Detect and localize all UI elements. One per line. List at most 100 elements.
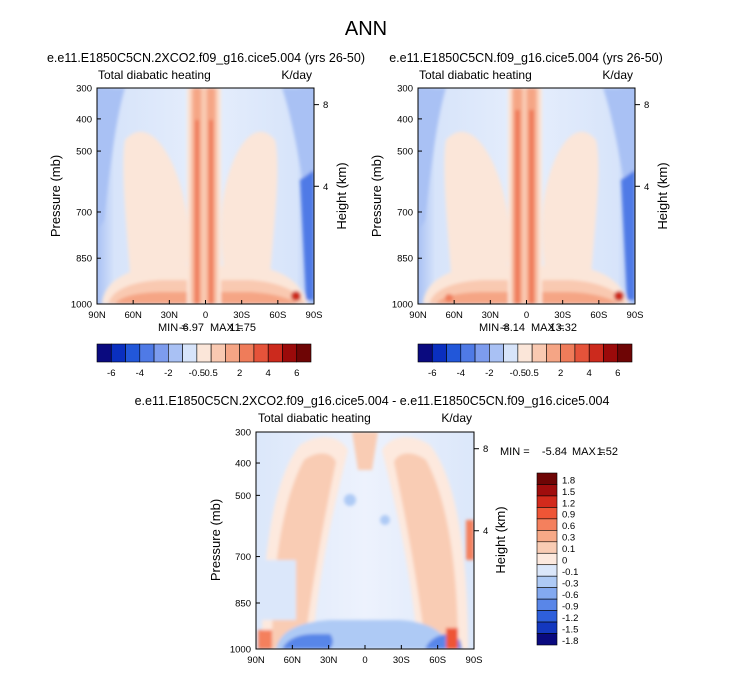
y-tick-label: 1000 [71, 300, 92, 311]
x-tick-label: 60S [429, 655, 446, 666]
min-label: MIN = [158, 322, 188, 334]
x-tick-label: 90S [306, 310, 323, 321]
colorbar-label: 0.3 [562, 533, 575, 544]
y2-axis-title: Height (km) [655, 162, 670, 229]
colorbar-label: 0.9 [562, 510, 575, 521]
colorbar-swatch [536, 541, 558, 554]
units-label: K/day [281, 68, 312, 82]
colorbar-label: 1.8 [562, 475, 575, 486]
colorbar-swatch [536, 518, 558, 531]
x-tick-label: 60N [284, 655, 302, 666]
colorbar-label: 0.6 [562, 521, 575, 532]
colorbar-swatch [588, 343, 604, 363]
y-tick-label: 1000 [230, 645, 251, 656]
colorbar-label: -0.1 [562, 567, 578, 578]
x-tick-label: 90N [247, 655, 265, 666]
min-value: -8.14 [500, 322, 525, 334]
colorbar-label: -6 [428, 368, 436, 379]
colorbar-swatch [96, 343, 112, 363]
y-tick-label: 300 [76, 84, 92, 95]
colorbar-label: -2 [164, 368, 172, 379]
colorbar-swatch [253, 343, 269, 363]
colorbar-swatch [474, 343, 490, 363]
max-label: MAX = [531, 322, 564, 334]
colorbar-vertical: 1.81.51.20.90.60.30.10-0.1-0.3-0.6-0.9-1… [536, 472, 578, 647]
min-value: -6.97 [179, 322, 204, 334]
colorbar-swatch [536, 610, 558, 623]
panel-title: e.e11.E1850C5CN.f09_g16.cice5.004 (yrs 2… [389, 51, 663, 65]
x-tick-label: 60S [269, 310, 286, 321]
x-tick-label: 60N [124, 310, 142, 321]
max-value: 1.52 [597, 446, 618, 458]
colorbar-swatch [503, 343, 519, 363]
max-value: 11.75 [229, 322, 256, 334]
colorbar-label: 0.1 [562, 544, 575, 555]
colorbar-swatch [153, 343, 169, 363]
panel-2xco2: e.e11.E1850C5CN.2XCO2.f09_g16.cice5.004 … [47, 51, 365, 334]
colorbar-swatch [446, 343, 462, 363]
y-tick-label: 300 [397, 84, 413, 95]
units-label: K/day [602, 68, 633, 82]
x-tick-label: 0 [524, 310, 529, 321]
y-tick-label: 500 [76, 147, 92, 158]
y-axis-title: Pressure (mb) [48, 155, 63, 237]
y-tick-label: 700 [235, 552, 251, 563]
colorbar-swatch [536, 598, 558, 611]
colorbar-swatch [536, 621, 558, 634]
heatmap-field [256, 432, 474, 649]
colorbar-label: 4 [266, 368, 271, 379]
colorbar-swatch [282, 343, 298, 363]
panel-title: e.e11.E1850C5CN.2XCO2.f09_g16.cice5.004 … [135, 394, 610, 408]
colorbar-label: -6 [107, 368, 115, 379]
min-value: -5.84 [542, 446, 567, 458]
colorbar-label: 0 [562, 556, 567, 567]
y2-axis-title: Height (km) [334, 162, 349, 229]
colorbar-label: 2 [237, 368, 242, 379]
colorbar-label: -4 [457, 368, 465, 379]
colorbar-swatch [210, 343, 226, 363]
min-label: MIN = [500, 446, 530, 458]
height-tick-label: 8 [323, 100, 328, 111]
colorbar-swatch [431, 343, 447, 363]
colorbar-swatch [536, 472, 558, 485]
colorbar-label: -1.5 [562, 624, 578, 635]
heatmap-field [97, 88, 314, 304]
x-tick-label: 0 [203, 310, 208, 321]
x-tick-label: 30S [554, 310, 571, 321]
min-label: MIN = [479, 322, 509, 334]
colorbar-swatch [536, 633, 558, 646]
colorbar-label: -4 [136, 368, 144, 379]
colorbar-swatch [267, 343, 283, 363]
y-tick-label: 300 [235, 428, 251, 439]
x-tick-label: 60S [590, 310, 607, 321]
colorbar-swatch [168, 343, 183, 363]
colorbar-swatch [603, 343, 619, 363]
colorbar-label: -0.5 [189, 368, 205, 379]
colorbar-label: 1.2 [562, 498, 575, 509]
y-tick-label: 700 [397, 207, 413, 218]
height-tick-label: 8 [644, 100, 649, 111]
colorbar-swatch [139, 343, 155, 363]
y-tick-label: 700 [76, 207, 92, 218]
colorbar-label: -0.3 [562, 579, 578, 590]
colorbar-swatch [196, 343, 212, 363]
colorbar-label: -0.5 [510, 368, 526, 379]
x-tick-label: 30S [233, 310, 250, 321]
colorbar-swatch [536, 564, 558, 577]
colorbar-swatch [125, 343, 141, 363]
colorbar-label: 4 [587, 368, 592, 379]
height-tick-label: 4 [323, 182, 328, 193]
max-value: 13.32 [549, 322, 577, 334]
colorbar-swatch [182, 343, 198, 363]
y-tick-label: 850 [397, 254, 413, 265]
axes: 90N 60N 30N 0 30S 60S 90S300400500700850100084… [71, 84, 649, 667]
y-tick-label: 400 [235, 459, 251, 470]
x-tick-label: 90N [409, 310, 427, 321]
x-tick-label: 90N [88, 310, 106, 321]
panel-control: e.e11.E1850C5CN.f09_g16.cice5.004 (yrs 2… [369, 51, 670, 334]
colorbar-label: 0.5 [205, 368, 218, 379]
max-label: MAX = [210, 322, 243, 334]
colorbar-swatch [536, 575, 558, 588]
max-label: MAX = [572, 446, 605, 458]
